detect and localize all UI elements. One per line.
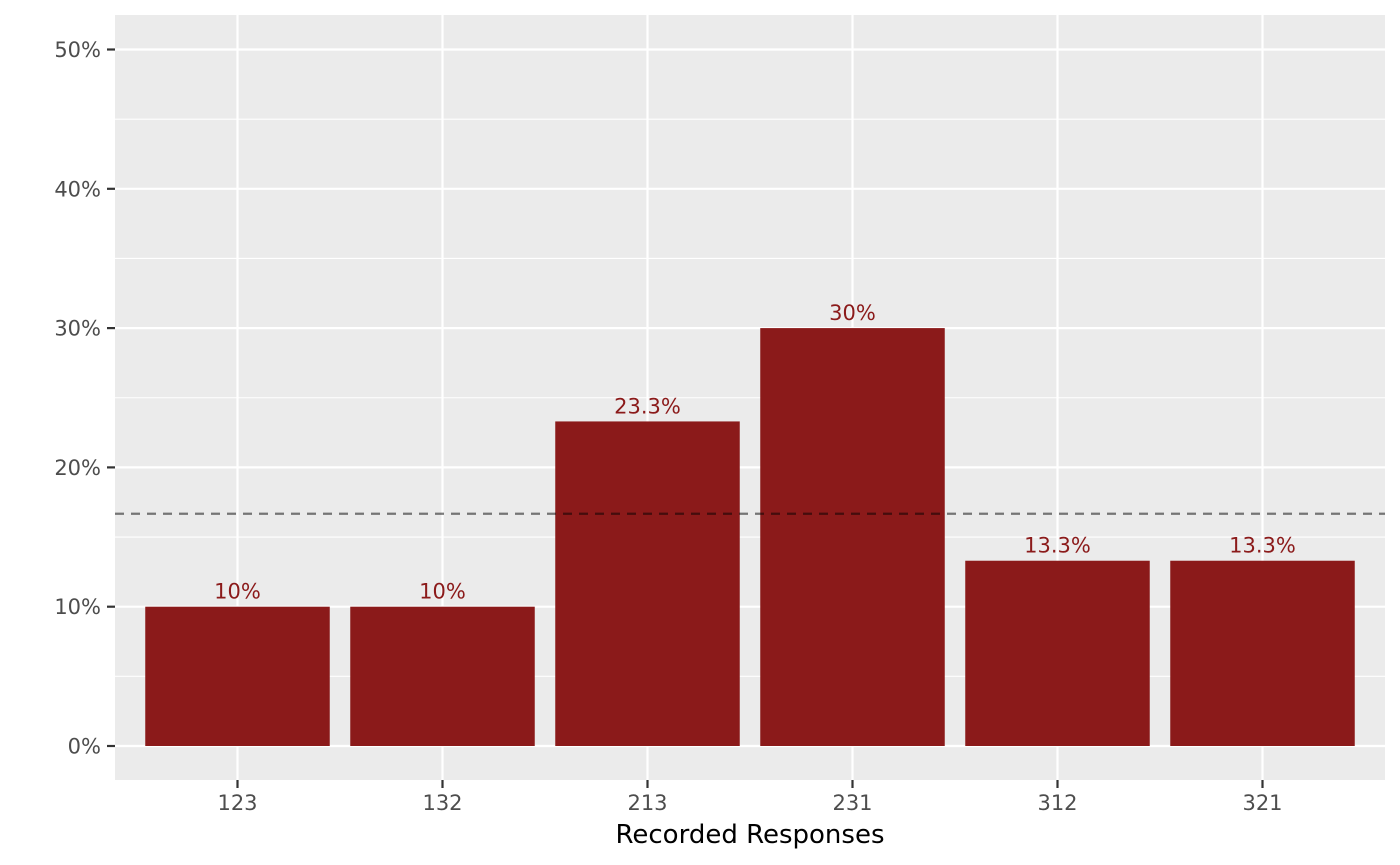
x-tick-label: 123	[217, 791, 257, 815]
data-label: 30%	[829, 301, 876, 325]
data-label: 13.3%	[1024, 534, 1091, 558]
y-axis: 0% 10% 20% 30% 40% 50%	[54, 38, 115, 759]
x-axis: 123 132 213 231 312 321	[217, 780, 1283, 815]
x-tick-label: 231	[832, 791, 872, 815]
data-label: 23.3%	[614, 394, 681, 418]
data-labels: 10% 10% 23.3% 30% 13.3% 13.3%	[214, 301, 1296, 604]
bar-321	[1170, 560, 1355, 746]
x-axis-title: Recorded Responses	[615, 820, 884, 850]
data-label: 10%	[419, 580, 466, 604]
y-tick-label: 40%	[54, 177, 101, 201]
bar-312	[965, 560, 1150, 746]
bar-231	[760, 328, 945, 746]
data-label: 13.3%	[1229, 534, 1296, 558]
bar-123	[145, 606, 330, 746]
y-tick-label: 0%	[68, 735, 101, 759]
y-tick-label: 10%	[54, 595, 101, 619]
x-tick-label: 213	[627, 791, 667, 815]
bar-132	[350, 606, 535, 746]
bars	[145, 328, 1355, 746]
x-tick-label: 312	[1037, 791, 1077, 815]
y-tick-label: 30%	[54, 317, 101, 341]
y-tick-label: 50%	[54, 38, 101, 62]
y-tick-label: 20%	[54, 456, 101, 480]
bar-213	[555, 421, 740, 746]
x-tick-label: 132	[422, 791, 462, 815]
x-tick-label: 321	[1242, 791, 1282, 815]
data-label: 10%	[214, 580, 261, 604]
